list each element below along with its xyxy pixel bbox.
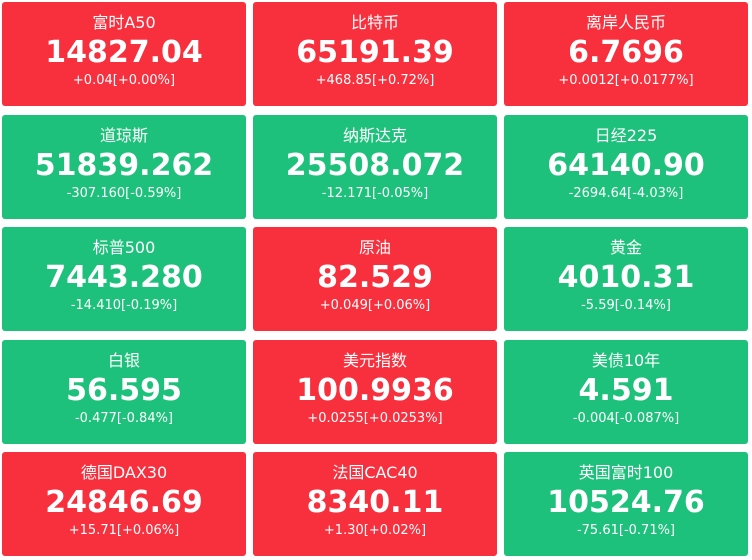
market-price: 24846.69 — [45, 485, 203, 520]
market-price: 82.529 — [317, 260, 433, 295]
market-tile[interactable]: 美债10年 4.591 -0.004[-0.087%] — [504, 339, 748, 444]
market-name: 美债10年 — [591, 350, 661, 370]
market-tile[interactable]: 黄金 4010.31 -5.59[-0.14%] — [504, 227, 748, 331]
market-name: 黄金 — [609, 238, 642, 257]
market-tile[interactable]: 英国富时100 10524.76 -75.61[-0.71%] — [504, 452, 748, 556]
market-tile[interactable]: 原油 82.529 +0.049[+0.06%] — [253, 227, 497, 331]
market-name: 富时A50 — [92, 13, 156, 32]
market-name: 比特币 — [350, 13, 399, 32]
market-name: 德国DAX30 — [80, 463, 168, 482]
market-change: +0.0255[+0.0253%] — [307, 410, 443, 426]
market-change: +1.30[+0.02%] — [323, 523, 427, 538]
market-tile[interactable]: 富时A50 14827.04 +0.04[+0.00%] — [2, 2, 246, 106]
market-change: -0.477[-0.84%] — [74, 410, 174, 426]
market-tile[interactable]: 道琼斯 51839.262 -307.160[-0.59%] — [2, 114, 246, 219]
market-tile[interactable]: 比特币 65191.39 +468.85[+0.72%] — [253, 2, 497, 106]
market-price: 100.9936 — [296, 372, 454, 408]
market-change: -75.61[-0.71%] — [576, 523, 676, 538]
market-change: +0.049[+0.06%] — [319, 298, 431, 313]
market-price: 10524.76 — [547, 485, 705, 520]
market-change: +15.71[+0.06%] — [68, 523, 180, 538]
market-price: 14827.04 — [45, 35, 203, 70]
market-price: 7443.280 — [45, 260, 203, 295]
market-name: 白银 — [107, 350, 140, 370]
market-change: -5.59[-0.14%] — [581, 298, 671, 313]
market-name: 法国CAC40 — [332, 463, 418, 482]
market-change: -14.410[-0.19%] — [70, 298, 178, 313]
market-change: -307.160[-0.59%] — [66, 185, 182, 201]
market-tile[interactable]: 美元指数 100.9936 +0.0255[+0.0253%] — [253, 339, 497, 444]
market-name: 道琼斯 — [99, 125, 148, 145]
market-change: -0.004[-0.087%] — [572, 410, 680, 426]
market-name: 日经225 — [594, 125, 658, 145]
market-name: 原油 — [358, 238, 391, 257]
market-change: -2694.64[-4.03%] — [568, 185, 684, 201]
market-price: 65191.39 — [296, 35, 454, 70]
market-name: 美元指数 — [342, 350, 407, 370]
market-name: 纳斯达克 — [342, 125, 407, 145]
market-price: 25508.072 — [285, 147, 465, 183]
market-price: 56.595 — [66, 372, 182, 408]
market-tile[interactable]: 标普500 7443.280 -14.410[-0.19%] — [2, 227, 246, 331]
market-tile[interactable]: 离岸人民币 6.7696 +0.0012[+0.0177%] — [504, 2, 748, 106]
market-price: 4010.31 — [557, 260, 695, 295]
market-price: 51839.262 — [34, 147, 214, 183]
market-change: +468.85[+0.72%] — [315, 73, 435, 88]
market-name: 标普500 — [92, 238, 156, 257]
market-tile[interactable]: 白银 56.595 -0.477[-0.84%] — [2, 339, 246, 444]
market-price: 6.7696 — [568, 35, 684, 70]
market-tile[interactable]: 日经225 64140.90 -2694.64[-4.03%] — [504, 114, 748, 219]
market-tile[interactable]: 纳斯达克 25508.072 -12.171[-0.05%] — [253, 114, 497, 219]
market-price: 4.591 — [578, 372, 674, 408]
market-name: 英国富时100 — [578, 463, 674, 482]
market-change: -12.171[-0.05%] — [321, 185, 429, 201]
market-change: +0.0012[+0.0177%] — [558, 73, 694, 88]
market-price: 64140.90 — [547, 147, 705, 183]
market-name: 离岸人民币 — [585, 13, 666, 32]
market-price: 8340.11 — [306, 485, 444, 520]
market-tile[interactable]: 法国CAC40 8340.11 +1.30[+0.02%] — [253, 452, 497, 556]
market-tile[interactable]: 德国DAX30 24846.69 +15.71[+0.06%] — [2, 452, 246, 556]
market-change: +0.04[+0.00%] — [72, 73, 176, 88]
